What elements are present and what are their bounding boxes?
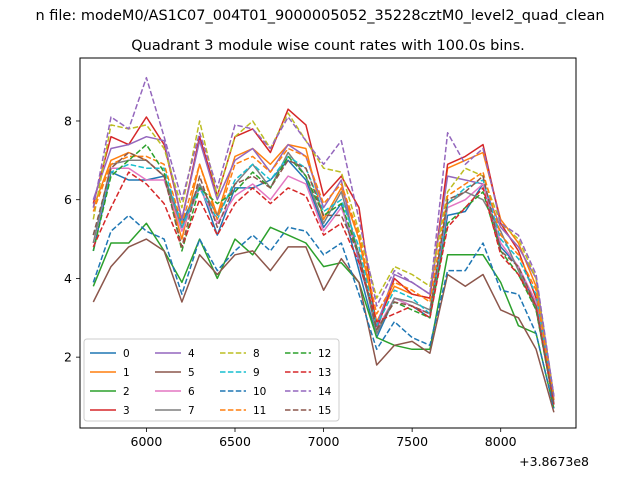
x-tick-label: 8000 — [485, 434, 517, 449]
legend-label-10: 10 — [253, 386, 266, 398]
y-tick-label: 6 — [64, 192, 72, 207]
x-tick-label: 7000 — [308, 434, 340, 449]
series-line-8 — [92, 112, 555, 397]
figure-suptitle: n file: modeM0/AS1C07_004T01_9000005052_… — [35, 8, 604, 24]
series-line-11 — [92, 147, 555, 401]
legend-label-6: 6 — [188, 386, 195, 398]
legend-label-3: 3 — [123, 405, 130, 417]
legend-label-15: 15 — [318, 405, 331, 417]
legend-label-7: 7 — [188, 405, 195, 417]
y-tick-label: 8 — [64, 113, 72, 128]
legend-label-14: 14 — [318, 386, 332, 398]
series-line-13 — [92, 171, 555, 405]
x-tick-label: 6500 — [219, 434, 251, 449]
legend-label-8: 8 — [253, 348, 260, 360]
series-line-15 — [92, 151, 555, 405]
legend-label-4: 4 — [188, 348, 195, 360]
y-tick-label: 4 — [64, 271, 72, 286]
chart-title: Quadrant 3 module wise count rates with … — [131, 38, 525, 54]
legend-label-12: 12 — [318, 348, 331, 360]
series-line-14 — [92, 76, 555, 397]
plot-frame — [79, 57, 577, 429]
series-line-2 — [92, 222, 555, 409]
legend-label-1: 1 — [123, 367, 130, 379]
legend-label-13: 13 — [318, 367, 331, 379]
legend-label-5: 5 — [188, 367, 195, 379]
legend-label-9: 9 — [253, 367, 260, 379]
legend-label-11: 11 — [253, 405, 266, 417]
series-line-10 — [92, 214, 555, 409]
x-tick-label: 7500 — [396, 434, 428, 449]
series-line-5 — [92, 238, 555, 413]
legend-box — [83, 338, 340, 422]
x-tick-label: 6000 — [131, 434, 163, 449]
axis-layer: 6000 6500 7000 7500 8000 2 4 6 8 — [64, 113, 517, 449]
x-axis-offset-label: +3.8673e8 — [519, 454, 589, 469]
legend-label-0: 0 — [123, 348, 130, 360]
legend-label-2: 2 — [123, 386, 130, 398]
series-layer — [92, 76, 555, 413]
y-tick-label: 2 — [64, 350, 72, 365]
series-line-9 — [92, 155, 555, 401]
